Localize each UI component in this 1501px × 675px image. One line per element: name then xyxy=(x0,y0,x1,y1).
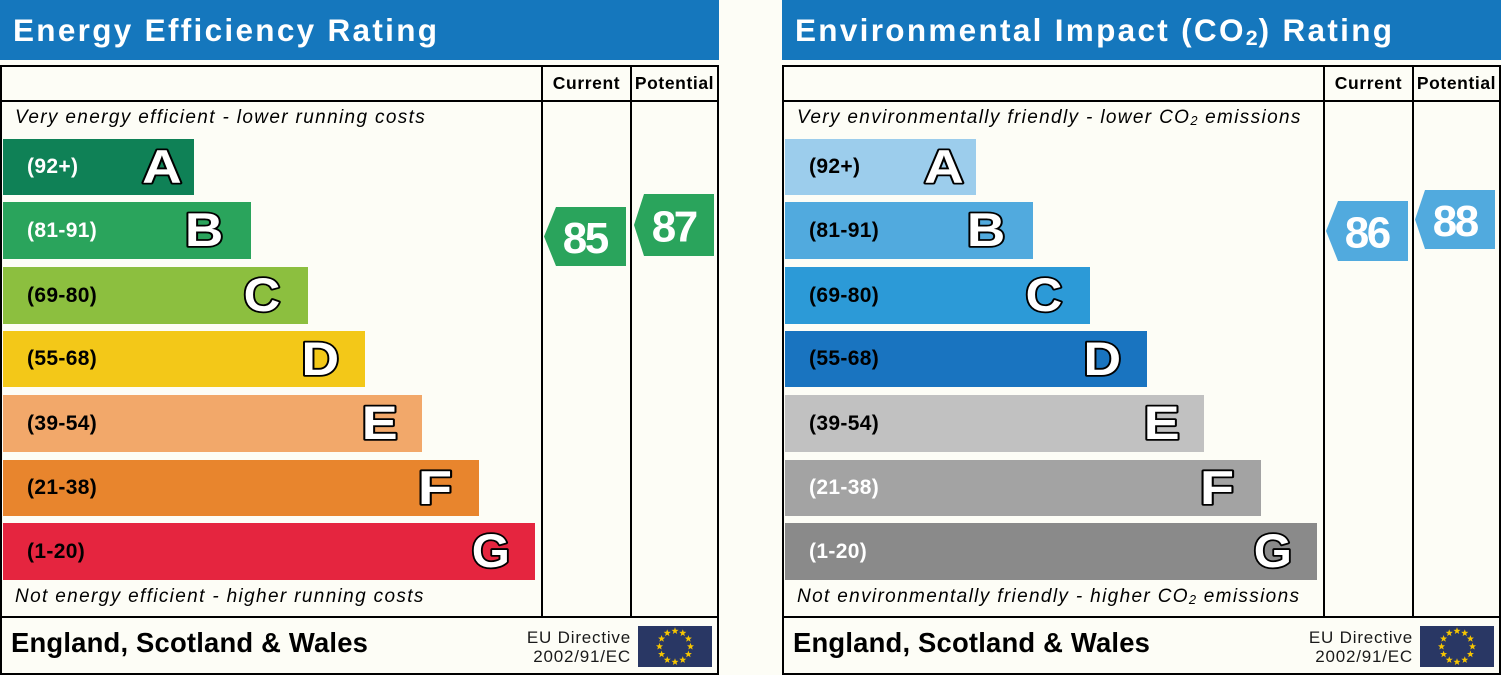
svg-text:A: A xyxy=(142,141,182,194)
svg-text:85: 85 xyxy=(563,214,609,263)
svg-text:F: F xyxy=(1200,462,1234,515)
svg-text:G: G xyxy=(472,525,510,578)
svg-text:88: 88 xyxy=(1433,197,1479,246)
svg-text:D: D xyxy=(302,333,340,386)
svg-text:D: D xyxy=(1084,333,1122,386)
svg-text:87: 87 xyxy=(652,203,697,252)
svg-text:B: B xyxy=(967,204,1005,257)
svg-text:86: 86 xyxy=(1345,209,1390,258)
svg-text:C: C xyxy=(1026,269,1063,322)
svg-text:C: C xyxy=(244,269,281,322)
svg-text:G: G xyxy=(1254,525,1292,578)
svg-text:E: E xyxy=(1144,397,1180,450)
svg-text:A: A xyxy=(924,141,964,194)
svg-text:F: F xyxy=(418,462,452,515)
svg-text:E: E xyxy=(362,397,398,450)
svg-text:B: B xyxy=(185,204,223,257)
